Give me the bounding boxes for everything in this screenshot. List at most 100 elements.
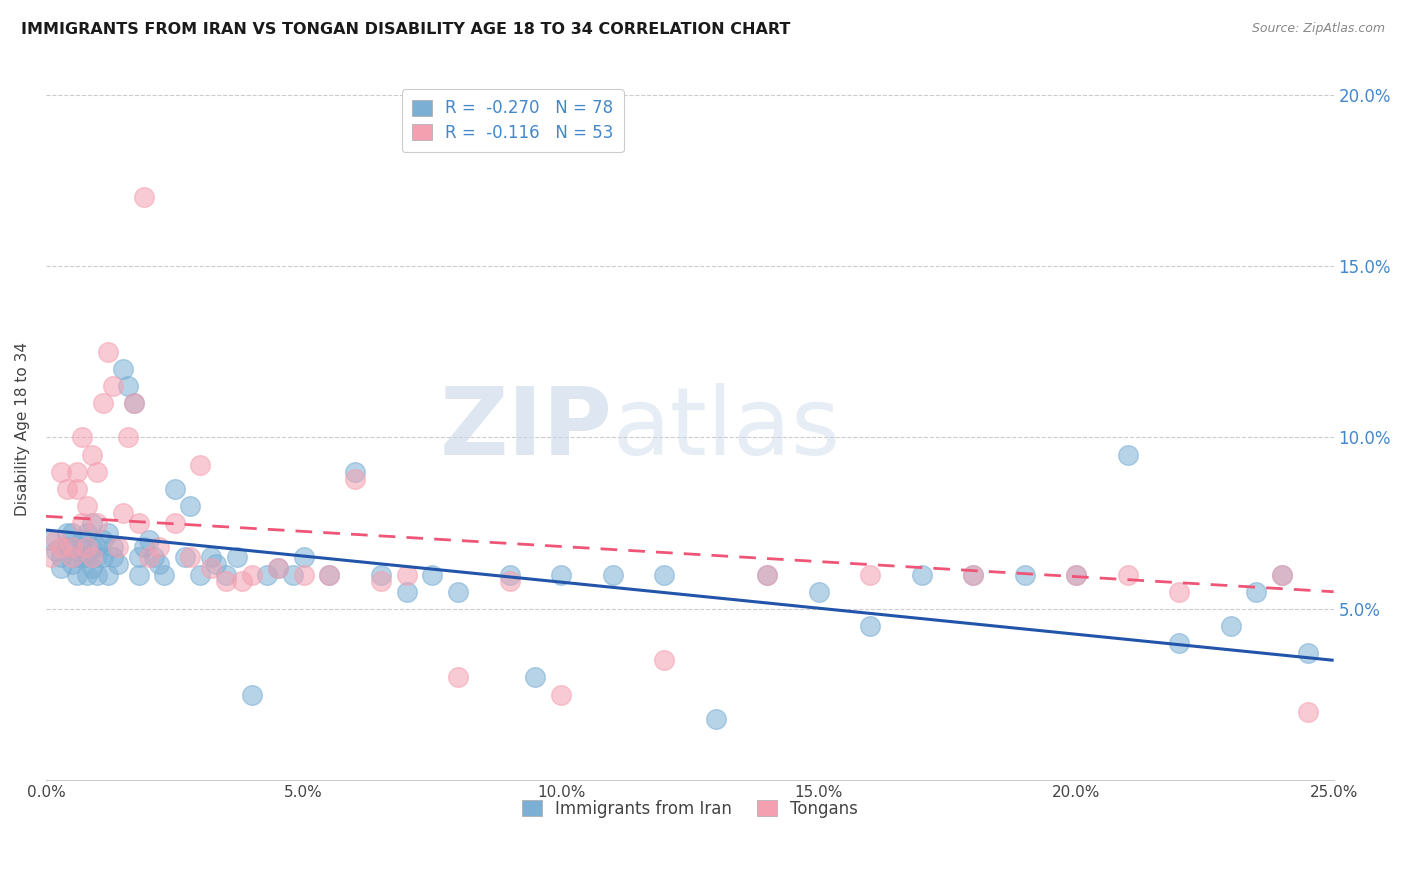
Point	[76, 540, 98, 554]
Point	[498, 567, 520, 582]
Point	[101, 550, 124, 565]
Text: ZIP: ZIP	[440, 383, 613, 475]
Point	[82, 516, 104, 530]
Text: atlas: atlas	[613, 383, 841, 475]
Point	[704, 712, 727, 726]
Point	[370, 574, 392, 589]
Point	[756, 567, 779, 582]
Point	[66, 550, 89, 565]
Point	[550, 688, 572, 702]
Point	[498, 574, 520, 589]
Point	[215, 574, 238, 589]
Point	[343, 465, 366, 479]
Point	[51, 465, 73, 479]
Point	[122, 396, 145, 410]
Point	[200, 550, 222, 565]
Point	[240, 688, 263, 702]
Point	[66, 465, 89, 479]
Point	[859, 567, 882, 582]
Point	[190, 458, 212, 472]
Point	[1246, 584, 1268, 599]
Point	[148, 558, 170, 572]
Point	[395, 567, 418, 582]
Point	[101, 379, 124, 393]
Point	[807, 584, 830, 599]
Point	[1168, 636, 1191, 650]
Point	[128, 516, 150, 530]
Point	[1168, 584, 1191, 599]
Point	[91, 550, 114, 565]
Point	[39, 550, 62, 565]
Point	[55, 540, 77, 554]
Legend: Immigrants from Iran, Tongans: Immigrants from Iran, Tongans	[515, 793, 865, 825]
Point	[76, 499, 98, 513]
Point	[76, 550, 98, 565]
Point	[267, 560, 290, 574]
Point	[70, 550, 93, 565]
Point	[60, 526, 83, 541]
Point	[267, 560, 290, 574]
Point	[292, 567, 315, 582]
Point	[82, 448, 104, 462]
Point	[370, 567, 392, 582]
Point	[174, 550, 197, 565]
Point	[200, 560, 222, 574]
Point	[231, 574, 253, 589]
Point	[225, 550, 247, 565]
Point	[652, 653, 675, 667]
Point	[343, 472, 366, 486]
Y-axis label: Disability Age 18 to 34: Disability Age 18 to 34	[15, 342, 30, 516]
Point	[55, 526, 77, 541]
Point	[82, 560, 104, 574]
Point	[602, 567, 624, 582]
Point	[60, 540, 83, 554]
Point	[1296, 647, 1319, 661]
Point	[39, 533, 62, 548]
Text: Source: ZipAtlas.com: Source: ZipAtlas.com	[1251, 22, 1385, 36]
Point	[76, 526, 98, 541]
Point	[190, 567, 212, 582]
Point	[86, 550, 108, 565]
Point	[70, 540, 93, 554]
Point	[179, 499, 201, 513]
Point	[283, 567, 305, 582]
Point	[859, 619, 882, 633]
Point	[240, 567, 263, 582]
Point	[117, 379, 139, 393]
Point	[86, 540, 108, 554]
Point	[138, 533, 160, 548]
Point	[51, 540, 73, 554]
Point	[179, 550, 201, 565]
Point	[524, 670, 547, 684]
Point	[51, 550, 73, 565]
Point	[91, 396, 114, 410]
Point	[107, 540, 129, 554]
Point	[97, 526, 120, 541]
Point	[1064, 567, 1087, 582]
Point	[82, 540, 104, 554]
Point	[143, 550, 166, 565]
Text: IMMIGRANTS FROM IRAN VS TONGAN DISABILITY AGE 18 TO 34 CORRELATION CHART: IMMIGRANTS FROM IRAN VS TONGAN DISABILIT…	[21, 22, 790, 37]
Point	[45, 533, 67, 548]
Point	[97, 567, 120, 582]
Point	[1219, 619, 1241, 633]
Point	[60, 558, 83, 572]
Point	[128, 550, 150, 565]
Point	[86, 465, 108, 479]
Point	[132, 540, 155, 554]
Point	[51, 560, 73, 574]
Point	[652, 567, 675, 582]
Point	[70, 430, 93, 444]
Point	[447, 584, 470, 599]
Point	[101, 540, 124, 554]
Point	[1271, 567, 1294, 582]
Point	[163, 482, 186, 496]
Point	[45, 543, 67, 558]
Point	[550, 567, 572, 582]
Point	[420, 567, 443, 582]
Point	[756, 567, 779, 582]
Point	[91, 533, 114, 548]
Point	[910, 567, 932, 582]
Point	[60, 550, 83, 565]
Point	[60, 540, 83, 554]
